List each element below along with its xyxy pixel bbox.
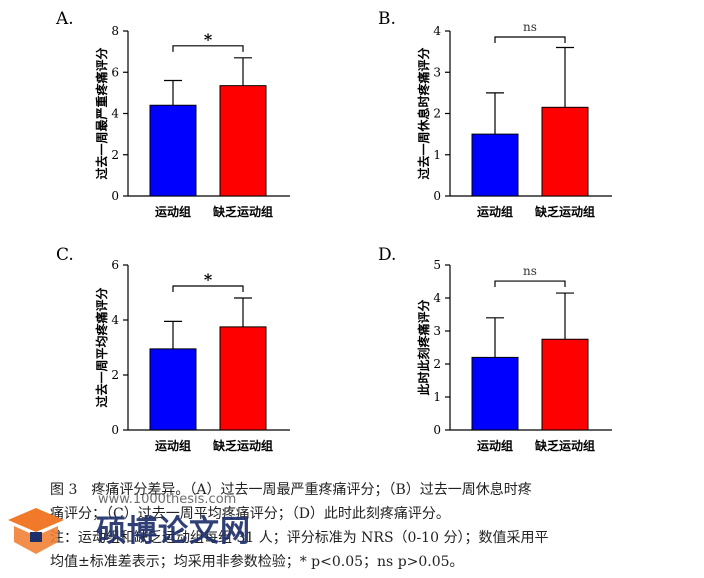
chart-panel-3: C. 过去一周平均疼痛评分 0 2 4 6 运动组 缺乏运动组 *	[56, 245, 290, 453]
significance-label: ns	[523, 20, 537, 34]
y-tick-label: 1	[433, 148, 441, 162]
panel-label: D.	[378, 245, 396, 265]
figure-caption: 图 3 疼痛评分差异。（A）过去一周最严重疼痛评分；（B）过去一周休息时疼 痛评…	[50, 478, 670, 574]
y-tick-label: 2	[111, 148, 119, 162]
significance-bracket	[172, 45, 244, 52]
panel-label: B.	[378, 9, 396, 29]
significance-bracket	[172, 285, 244, 292]
y-tick-label: 0	[433, 423, 441, 437]
x-category-label: 缺乏运动组	[213, 438, 273, 453]
watermark: www.1000thesis.com 硕博论文网	[6, 492, 266, 572]
y-tick-label: 1	[433, 390, 441, 404]
y-tick-label: 8	[111, 24, 119, 38]
caption-line-2: 痛评分；（C）过去一周平均疼痛评分；（D）此时此刻疼痛评分。	[50, 506, 450, 522]
caption-line-1: 图 3 疼痛评分差异。（A）过去一周最严重疼痛评分；（B）过去一周休息时疼	[50, 482, 532, 498]
y-tick-label: 5	[433, 258, 441, 272]
y-tick-label: 4	[111, 313, 119, 327]
y-tick-label: 0	[433, 189, 441, 203]
y-tick-label: 0	[111, 189, 119, 203]
y-tick-label: 0	[111, 423, 119, 437]
x-category-label: 缺乏运动组	[535, 204, 595, 219]
bar	[471, 133, 519, 197]
x-category-label: 运动组	[155, 204, 191, 219]
bar	[219, 85, 267, 197]
bar	[219, 326, 267, 431]
bar	[149, 348, 197, 431]
y-tick-label: 4	[111, 107, 119, 121]
y-tick-label: 2	[433, 107, 441, 121]
bar	[541, 338, 589, 431]
caption-line-4: 均值±标准差表示；均采用非参数检验；* p<0.05；ns p>0.05。	[50, 554, 464, 570]
y-tick-label: 4	[433, 24, 441, 38]
x-category-label: 缺乏运动组	[535, 438, 595, 453]
y-tick-label: 2	[433, 357, 441, 371]
significance-bracket	[494, 36, 566, 43]
significance-label: ns	[523, 264, 537, 278]
panel-label: A.	[55, 9, 74, 29]
y-tick-label: 3	[433, 324, 441, 338]
y-tick-label: 3	[433, 65, 441, 79]
y-axis-label: 过去一周平均疼痛评分	[94, 287, 109, 407]
watermark-title: 硕博论文网	[96, 514, 251, 549]
x-category-label: 缺乏运动组	[213, 204, 273, 219]
chart-panel-4: D. 此时此刻疼痛评分 0 1 2 3 4 5 运动组 缺乏运动组 ns	[378, 245, 612, 453]
bar	[149, 104, 197, 197]
x-category-label: 运动组	[477, 438, 513, 453]
x-category-label: 运动组	[155, 438, 191, 453]
bar	[541, 106, 589, 197]
y-tick-label: 4	[433, 291, 441, 305]
y-tick-label: 2	[111, 368, 119, 382]
y-axis-label: 过去一周最严重疼痛评分	[94, 47, 109, 179]
watermark-logo-icon	[8, 508, 64, 554]
y-tick-label: 6	[111, 258, 119, 272]
bar	[471, 356, 519, 431]
significance-label: *	[204, 30, 213, 49]
y-axis-label: 过去一周休息时疼痛评分	[416, 47, 431, 179]
y-axis-label: 此时此刻疼痛评分	[416, 299, 431, 395]
significance-label: *	[204, 270, 213, 289]
x-category-label: 运动组	[477, 204, 513, 219]
panel-label: C.	[56, 245, 74, 265]
watermark-url: www.1000thesis.com	[98, 492, 237, 507]
y-tick-label: 6	[111, 65, 119, 79]
caption-line-3: 注：运动组和缺乏运动组每组 31 人；评分标准为 NRS（0-10 分）；数值采…	[50, 530, 549, 546]
significance-bracket	[494, 280, 566, 288]
